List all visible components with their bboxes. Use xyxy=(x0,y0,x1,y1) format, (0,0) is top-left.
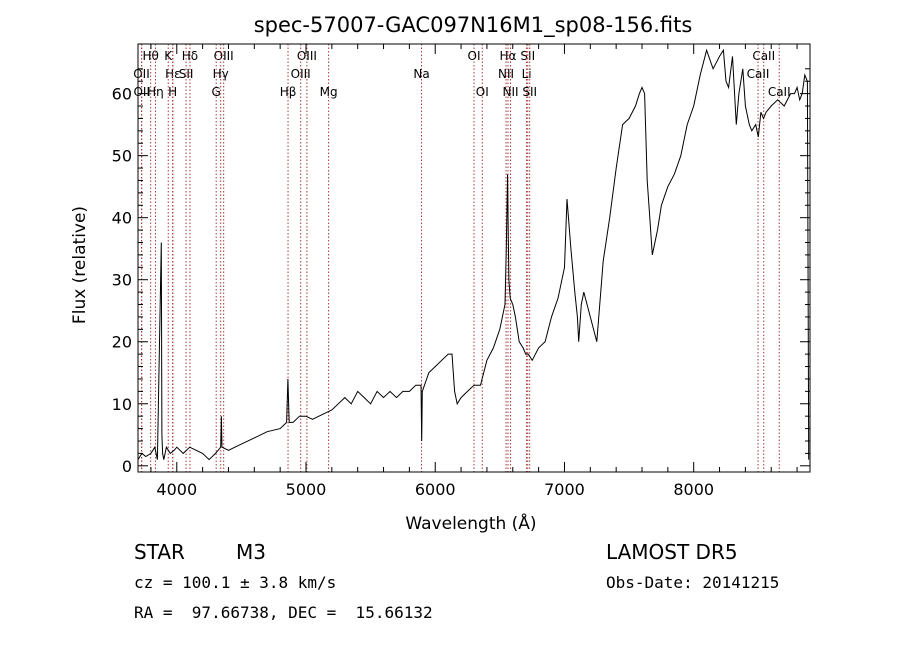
ra-dec-coordinates: RA = 97.66738, DEC = 15.66132 xyxy=(134,603,433,622)
line-marker-label: SII xyxy=(520,49,535,63)
line-marker-label: OIII xyxy=(297,49,317,63)
y-tick-label: 40 xyxy=(112,209,132,228)
y-tick-label: 50 xyxy=(112,147,132,166)
x-tick-label: 7000 xyxy=(544,480,585,499)
y-tick-label: 60 xyxy=(112,85,132,104)
line-marker-label: OI xyxy=(476,85,489,99)
line-marker-label: NII xyxy=(498,67,514,81)
x-tick-label: 4000 xyxy=(156,480,197,499)
line-marker-label: OIII xyxy=(291,67,311,81)
object-subclass: M3 xyxy=(236,540,266,564)
axis-ticks: 4000 5000 6000 7000 8000 0 10 20 30 40 50 60 xyxy=(112,44,810,499)
line-marker-label: Na xyxy=(413,67,429,81)
line-marker-label: OI xyxy=(468,49,481,63)
y-tick-label: 20 xyxy=(112,333,132,352)
line-marker-label: CaII xyxy=(752,49,775,63)
line-marker-label: H xyxy=(168,85,177,99)
line-marker-label: Hθ xyxy=(142,49,158,63)
observation-date: Obs-Date: 20141215 xyxy=(606,573,780,592)
line-marker-label: Hβ xyxy=(280,85,297,99)
line-marker-label: Hγ xyxy=(213,67,229,81)
redshift-velocity: cz = 100.1 ± 3.8 km/s xyxy=(134,573,337,592)
plot-frame xyxy=(137,43,811,473)
line-marker-label: NII xyxy=(503,85,519,99)
line-marker-label: Hη xyxy=(147,85,164,99)
line-marker-label: CaII xyxy=(747,67,770,81)
y-tick-label: 30 xyxy=(112,271,132,290)
y-tick-label: 0 xyxy=(122,457,132,476)
line-marker-label: K xyxy=(164,49,173,63)
survey-name: LAMOST DR5 xyxy=(606,540,738,564)
line-marker-label: OIII xyxy=(214,49,234,63)
line-marker-label: Mg xyxy=(320,85,338,99)
x-axis-label: Wavelength (Å) xyxy=(405,512,536,534)
object-type: STAR xyxy=(134,540,185,564)
x-tick-label: 6000 xyxy=(415,480,456,499)
spectrum-line xyxy=(137,48,810,461)
y-tick-label: 10 xyxy=(112,395,132,414)
line-marker-label: OII xyxy=(133,67,150,81)
line-marker-label: Hε xyxy=(165,67,181,81)
x-tick-label: 5000 xyxy=(286,480,327,499)
line-marker-label: Hδ xyxy=(182,49,198,63)
line-marker-label: G xyxy=(212,85,221,99)
chart-title: spec-57007-GAC097N16M1_sp08-156.fits xyxy=(254,13,693,38)
line-marker-label: CaII xyxy=(768,85,791,99)
line-marker-label: SII xyxy=(179,67,194,81)
line-marker-label: Li xyxy=(522,67,532,81)
x-tick-label: 8000 xyxy=(673,480,714,499)
line-marker-label: SII xyxy=(522,85,537,99)
y-axis-label: Flux (relative) xyxy=(70,206,90,324)
line-marker-label: Hα xyxy=(500,49,517,63)
